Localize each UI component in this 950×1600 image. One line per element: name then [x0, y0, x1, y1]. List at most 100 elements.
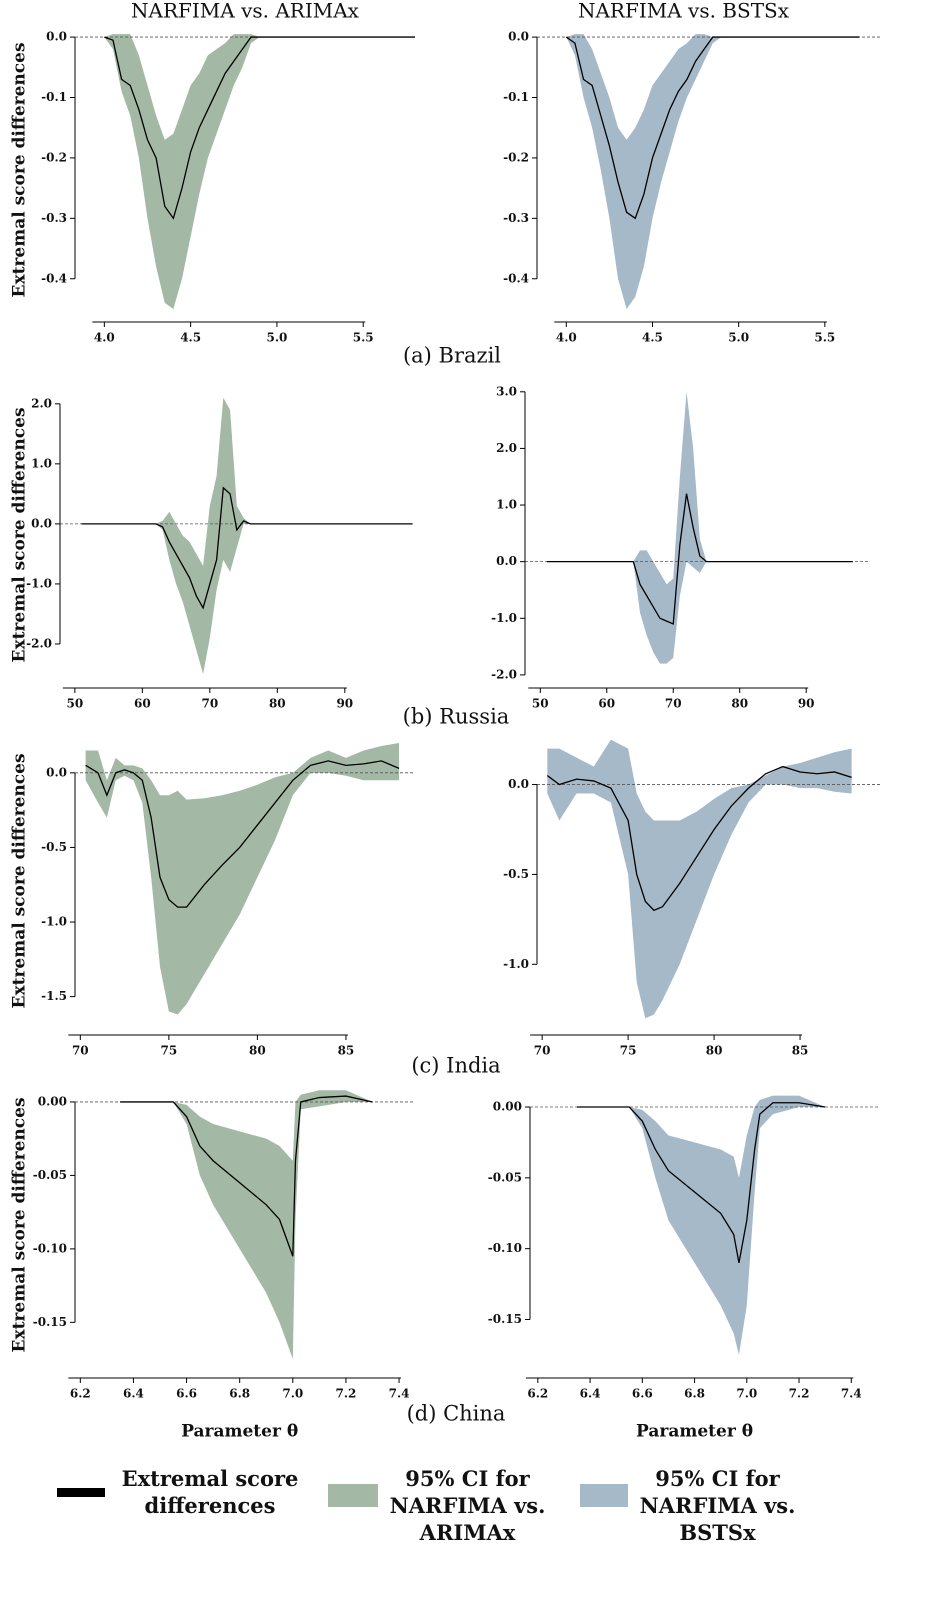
x-tick-label: 7.4	[841, 1387, 862, 1401]
x-tick-label: 60	[598, 697, 615, 711]
y-axis-label: Extremal score differences	[10, 407, 30, 662]
ci-band	[104, 34, 416, 309]
y-tick-label: 0.00	[38, 1094, 67, 1108]
x-tick-label: 6.2	[70, 1387, 91, 1401]
y-tick-label: -2.0	[491, 667, 517, 681]
y-tick-label: 2.0	[31, 396, 52, 410]
x-tick-label: 5.0	[266, 331, 287, 345]
x-tick-label: 7.2	[335, 1387, 356, 1401]
y-tick-label: -0.3	[41, 211, 67, 225]
x-tick-label: 6.6	[632, 1387, 653, 1401]
legend-swatch	[328, 1484, 378, 1507]
x-tick-label: 5.5	[814, 331, 835, 345]
score-line	[81, 486, 413, 610]
x-tick-label: 6.4	[123, 1387, 144, 1401]
score-line	[85, 760, 400, 908]
ci-band	[85, 742, 400, 1015]
x-tick-label: 70	[201, 697, 218, 711]
x-tick-label: 90	[336, 697, 353, 711]
x-axis-label: Parameter θ	[636, 1422, 753, 1442]
x-tick-label: 7.4	[389, 1387, 410, 1401]
ci-band	[81, 397, 413, 674]
x-tick-label: 90	[798, 697, 815, 711]
ci-band	[546, 391, 853, 664]
x-tick-label: 4.5	[642, 331, 663, 345]
y-axis-label: Extremal score differences	[10, 753, 30, 1008]
caption: (b) Russia	[403, 705, 510, 729]
y-tick-label: 0.0	[46, 30, 67, 44]
y-tick-label: -0.4	[41, 271, 67, 285]
legend-label: 95% CI for NARFIMA vs. ARIMAx	[389, 1466, 546, 1545]
x-tick-label: 50	[66, 697, 83, 711]
score-line	[565, 36, 860, 220]
y-tick-label: 0.00	[493, 1100, 522, 1114]
x-tick-label: 80	[706, 1044, 723, 1058]
y-tick-label: -0.15	[488, 1312, 522, 1326]
chart: (a) Brazil (b) Russia (c) India (d) Chin…	[10, 0, 880, 1442]
y-tick-label: -0.3	[503, 211, 529, 225]
y-tick-label: 1.0	[496, 498, 517, 512]
y-tick-label: -0.05	[33, 1168, 67, 1182]
x-tick-label: 6.4	[580, 1387, 601, 1401]
y-tick-label: 1.0	[31, 456, 52, 470]
y-tick-label: 0.0	[508, 30, 529, 44]
y-tick-label: 0.0	[31, 516, 52, 530]
x-tick-label: 75	[161, 1044, 178, 1058]
ci-band	[577, 1095, 826, 1355]
x-tick-label: 70	[534, 1044, 551, 1058]
caption: (a) Brazil	[403, 344, 501, 368]
legend-swatch	[580, 1484, 628, 1507]
y-tick-label: -0.10	[33, 1241, 67, 1255]
x-tick-label: 6.6	[176, 1387, 197, 1401]
y-tick-label: -0.4	[503, 271, 529, 285]
y-tick-label: -0.1	[503, 90, 529, 104]
score-line	[577, 1102, 826, 1263]
x-tick-label: 7.0	[282, 1387, 303, 1401]
y-tick-label: -1.0	[503, 957, 529, 971]
x-tick-label: 5.0	[728, 331, 749, 345]
x-tick-label: 75	[620, 1044, 637, 1058]
x-tick-label: 70	[72, 1044, 89, 1058]
x-tick-label: 70	[665, 697, 682, 711]
y-tick-label: -0.1	[41, 90, 67, 104]
ci-band	[120, 1090, 373, 1360]
y-tick-label: -0.5	[503, 867, 529, 881]
y-tick-label: 2.0	[496, 441, 517, 455]
caption: (d) China	[407, 1402, 506, 1426]
legend-label: 95% CI for NARFIMA vs. BSTSx	[639, 1466, 796, 1545]
x-tick-label: 5.5	[353, 331, 374, 345]
y-tick-label: 3.0	[496, 384, 517, 398]
y-tick-label: -0.05	[488, 1170, 522, 1184]
y-tick-label: -0.5	[41, 840, 67, 854]
x-tick-label: 6.8	[229, 1387, 250, 1401]
legend-label: Extremal score differences	[121, 1466, 299, 1518]
x-tick-label: 7.2	[789, 1387, 810, 1401]
ci-band	[566, 34, 860, 309]
score-line	[546, 493, 853, 625]
y-tick-label: -2.0	[26, 636, 52, 650]
y-tick-label: -0.2	[41, 150, 67, 164]
y-tick-label: -1.5	[41, 989, 67, 1003]
x-tick-label: 6.8	[684, 1387, 705, 1401]
column-title: NARFIMA vs. BSTSx	[578, 0, 790, 23]
x-axis-label: Parameter θ	[181, 1422, 298, 1442]
score-line	[104, 36, 415, 220]
y-tick-label: -1.0	[41, 915, 67, 929]
y-tick-label: -0.2	[503, 150, 529, 164]
y-tick-label: 0.0	[508, 777, 529, 791]
y-tick-label: 0.0	[46, 765, 67, 779]
y-axis-label: Extremal score differences	[10, 1097, 30, 1352]
y-tick-label: -1.0	[26, 576, 52, 590]
x-tick-label: 85	[338, 1044, 355, 1058]
column-title: NARFIMA vs. ARIMAx	[131, 0, 360, 23]
y-tick-label: -0.15	[33, 1315, 67, 1329]
x-tick-label: 7.0	[736, 1387, 757, 1401]
legend-swatch	[57, 1488, 105, 1497]
y-tick-label: -1.0	[491, 611, 517, 625]
score-line	[546, 765, 852, 912]
y-tick-label: 0.0	[496, 554, 517, 568]
x-tick-label: 50	[532, 697, 549, 711]
x-tick-label: 6.2	[527, 1387, 548, 1401]
score-line	[120, 1095, 373, 1257]
